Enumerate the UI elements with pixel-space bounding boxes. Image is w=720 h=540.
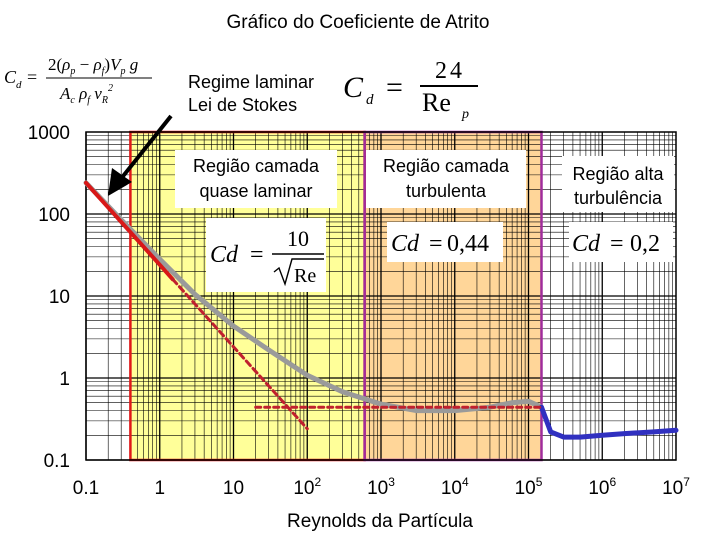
- svg-text:d: d: [366, 92, 374, 108]
- svg-text:=: =: [386, 71, 403, 104]
- y-tick-label: 1: [59, 369, 70, 390]
- x-tick-label: 104: [441, 475, 469, 499]
- svg-text:p: p: [461, 107, 469, 122]
- x-tick-label: 0.1: [73, 478, 99, 499]
- svg-text:=: =: [27, 67, 37, 87]
- svg-text:d: d: [16, 79, 22, 91]
- x-tick-label: 1: [154, 478, 165, 499]
- svg-text:2(ρp − ρf)Vp g: 2(ρp − ρf)Vp g: [48, 55, 138, 77]
- svg-text:=: =: [610, 231, 624, 257]
- svg-text:Cd: Cd: [210, 242, 239, 268]
- y-tick-label: 10: [49, 287, 70, 308]
- svg-text:Ac ρf vR2: Ac ρf vR2: [59, 83, 113, 106]
- series-measured-curve-1: [539, 404, 679, 440]
- svg-text:C: C: [343, 71, 364, 104]
- svg-text:=: =: [429, 231, 443, 257]
- box-quase-laminar: Região camada quase laminar: [175, 150, 337, 208]
- x-tick-label: 105: [515, 475, 543, 499]
- box-turbulenta: Região camada turbulenta: [366, 150, 526, 208]
- eq-alta-box: Cd = 0,2: [569, 222, 673, 262]
- x-tick-label: 103: [367, 475, 395, 499]
- svg-text:24: 24: [435, 58, 465, 84]
- svg-text:turbulência: turbulência: [574, 188, 663, 208]
- svg-text:Cd: Cd: [572, 231, 601, 257]
- svg-text:Região alta: Região alta: [572, 164, 664, 184]
- y-tick-label: 1000: [28, 123, 70, 144]
- x-tick-labels: 0.1 1 10 102 103 104 105 106 107: [73, 475, 690, 499]
- svg-text:0,44: 0,44: [447, 231, 489, 257]
- svg-text:Re: Re: [294, 265, 316, 287]
- y-tick-labels: 0.1 1 10 100 1000: [28, 123, 70, 472]
- x-axis-label: Reynolds da Partícula: [287, 511, 473, 532]
- svg-text:Região camada: Região camada: [383, 156, 510, 176]
- svg-text:turbulenta: turbulenta: [406, 181, 487, 201]
- stokes-formula: C d = 24 Re p: [343, 58, 478, 122]
- x-tick-label: 106: [588, 475, 616, 499]
- eq-turbulenta-box: Cd = 0,44: [387, 222, 503, 262]
- series-layer: [83, 180, 679, 440]
- chart-title: Gráfico do Coeficiente de Atrito: [227, 12, 490, 33]
- svg-text:=: =: [250, 242, 264, 268]
- regime-laminar-label: Regime laminar: [188, 72, 314, 92]
- annotation-arrowhead: [108, 168, 132, 196]
- x-tick-label: 107: [662, 475, 690, 499]
- series-stokes-line-2: [84, 180, 175, 282]
- svg-text:0,2: 0,2: [630, 231, 660, 257]
- svg-text:Re: Re: [422, 88, 451, 117]
- x-tick-label: 10: [223, 478, 244, 499]
- series-stokes-extension-3: [171, 277, 309, 431]
- svg-text:Região camada: Região camada: [193, 156, 320, 176]
- svg-text:C: C: [4, 67, 17, 87]
- y-tick-label: 100: [38, 205, 70, 226]
- y-tick-label: 0.1: [44, 451, 70, 472]
- plot-frame: [85, 131, 677, 461]
- general-drag-formula: C d = 2(ρp − ρf)Vp g Ac ρf vR2: [4, 55, 152, 106]
- x-tick-label: 102: [293, 475, 321, 499]
- lei-de-stokes-label: Lei de Stokes: [188, 95, 297, 115]
- series-measured-curve-0: [83, 180, 544, 414]
- svg-text:10: 10: [287, 226, 309, 251]
- box-alta-turbulencia: Região alta turbulência: [562, 156, 674, 212]
- svg-text:Cd: Cd: [391, 231, 420, 257]
- annotation-arrow: [118, 114, 173, 182]
- svg-text:quase laminar: quase laminar: [199, 181, 312, 201]
- eq-laminar-box: Cd = 10 Re: [206, 218, 326, 292]
